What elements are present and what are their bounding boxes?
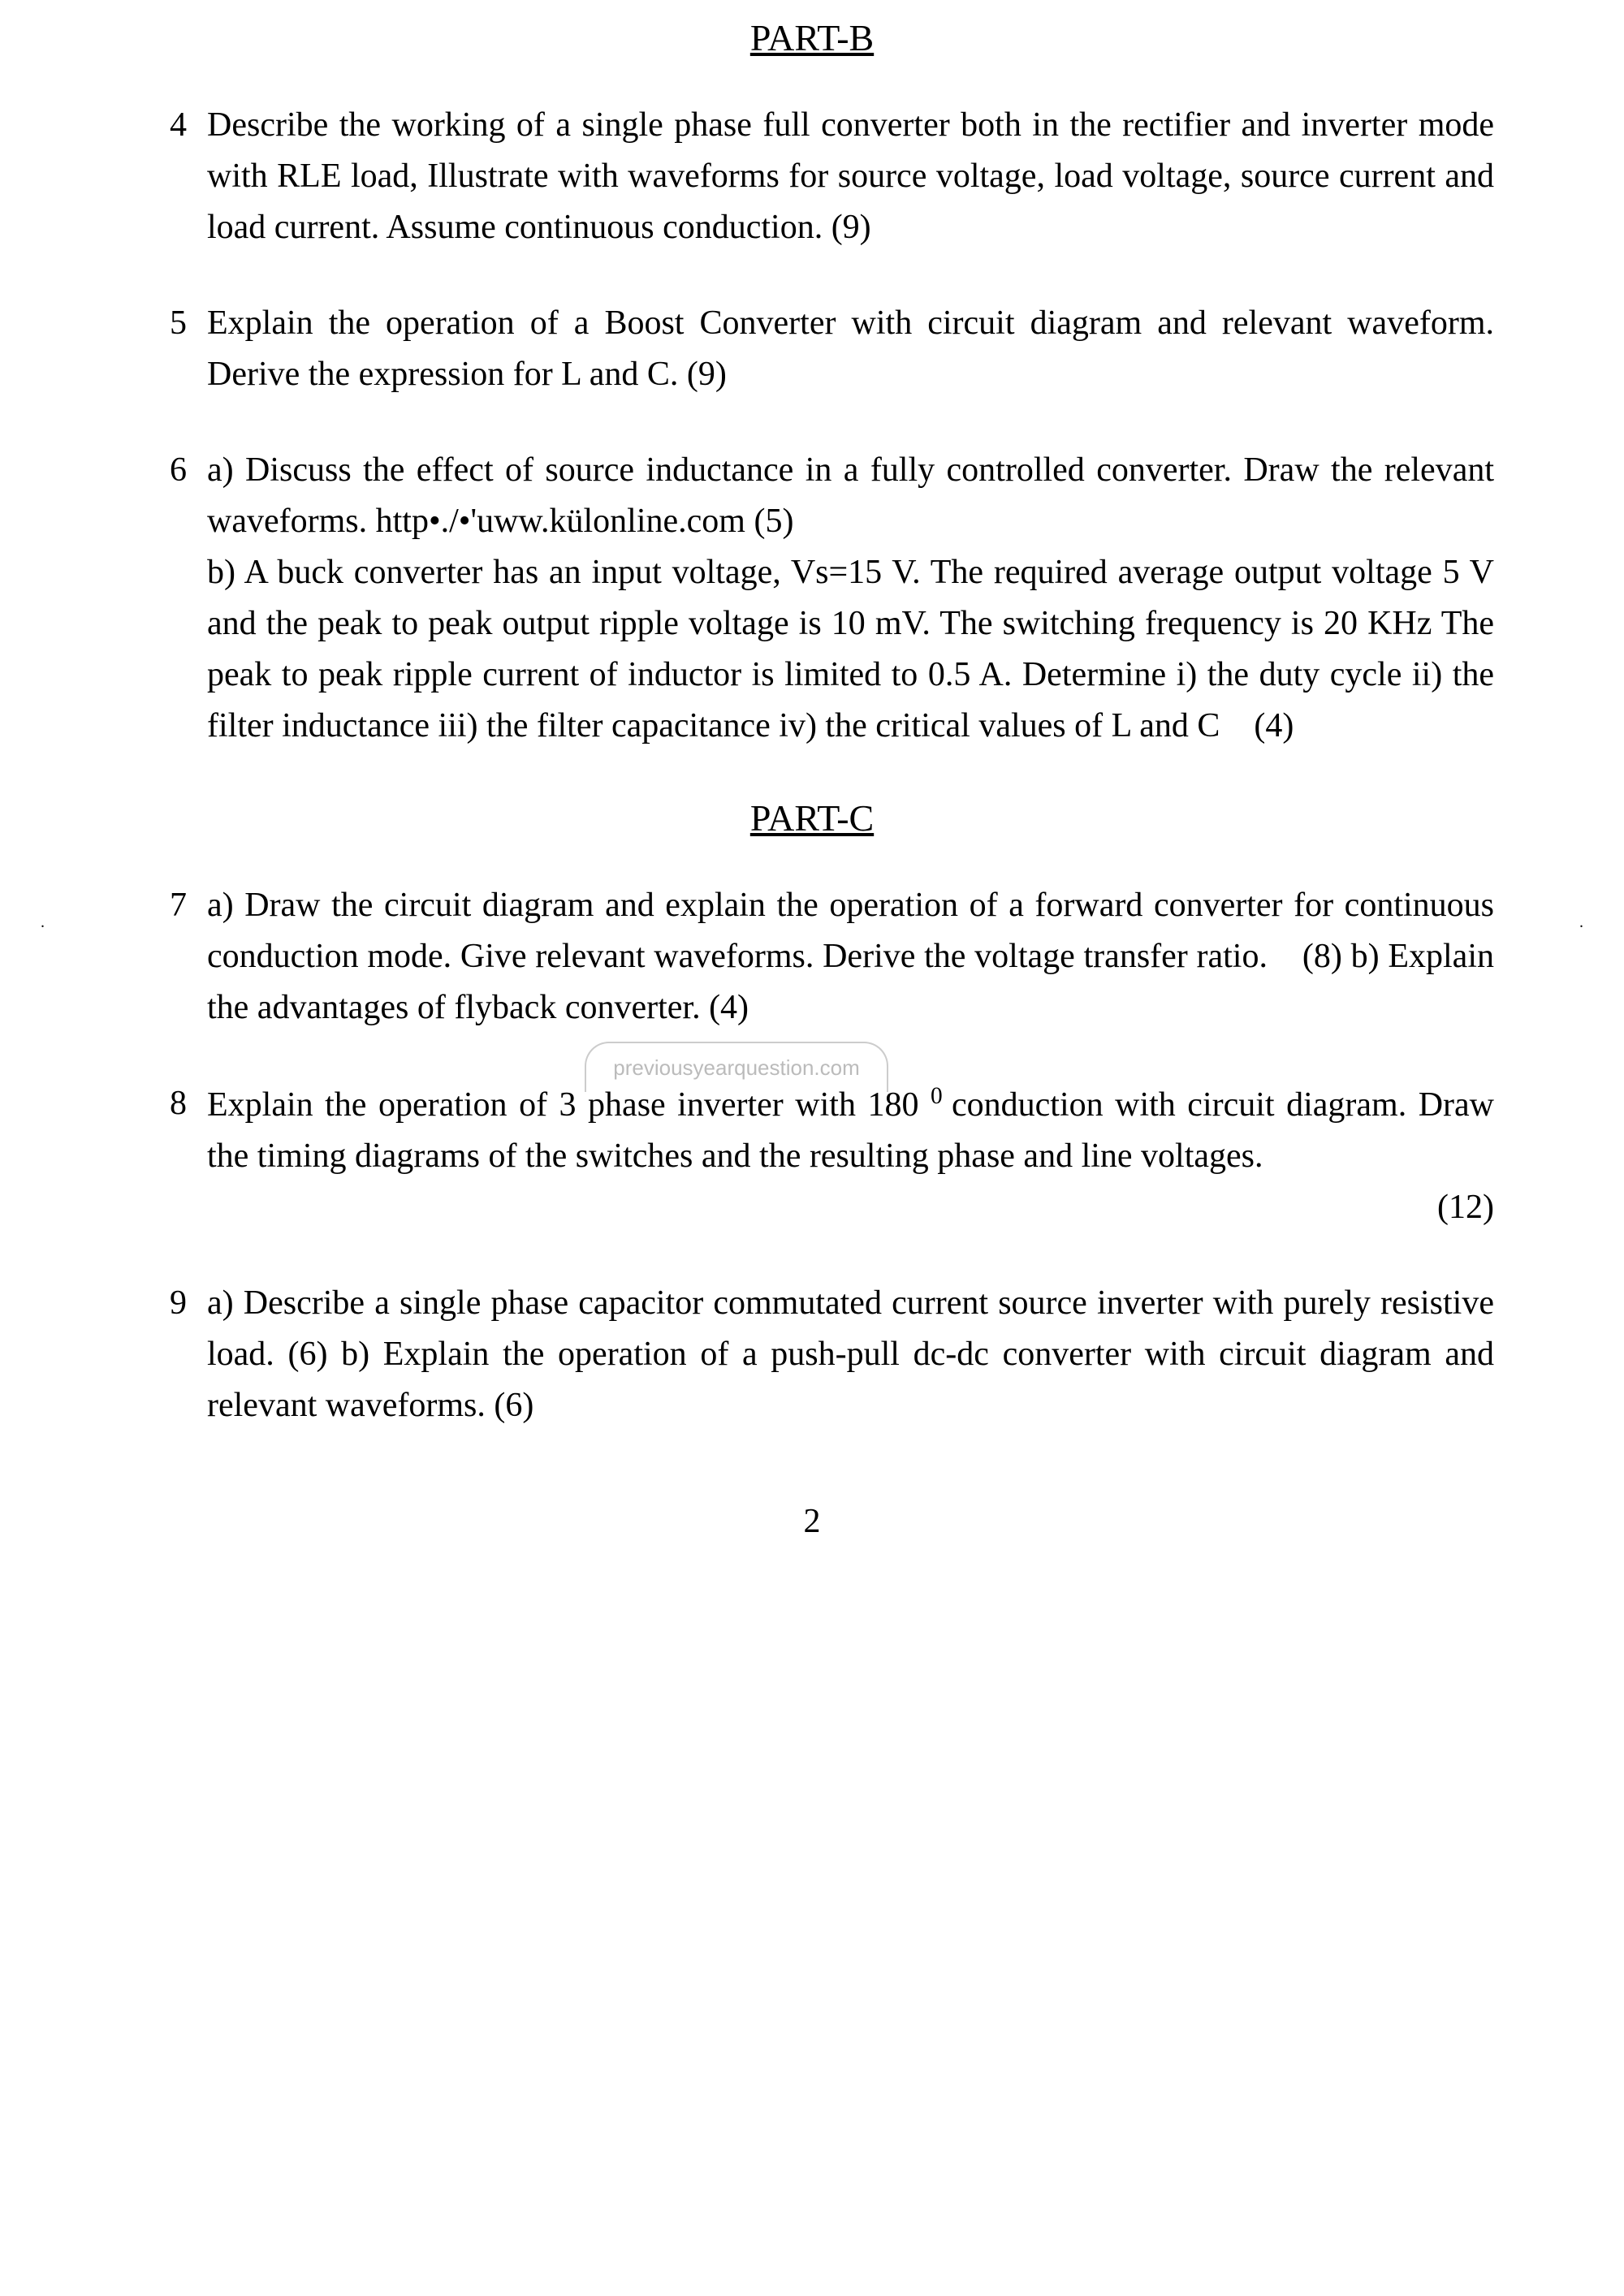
question-number: 8 (130, 1078, 207, 1233)
question-6: 6 a) Discuss the effect of source induct… (130, 445, 1494, 752)
question-4: 4 Describe the working of a single phase… (130, 100, 1494, 253)
document-page: . . PART-B 4 Describe the working of a s… (0, 0, 1624, 2296)
question-number: 4 (130, 100, 207, 253)
part-c-heading: PART-C (130, 796, 1494, 839)
question-7: 7 a) Draw the circuit diagram and explai… (130, 880, 1494, 1034)
question-body: a) Discuss the effect of source inductan… (207, 445, 1494, 752)
question-5: 5 Explain the operation of a Boost Conve… (130, 298, 1494, 400)
question-8: 8 Explain the operation of 3 phase inver… (130, 1078, 1494, 1233)
margin-mark-left: . (41, 913, 45, 932)
question-body: a) Draw the circuit diagram and explain … (207, 880, 1494, 1034)
question-body: Explain the operation of 3 phase inverte… (207, 1078, 1494, 1233)
degree-superscript: 0 (931, 1083, 952, 1109)
question-number: 9 (130, 1278, 207, 1431)
question-number: 7 (130, 880, 207, 1034)
part-b-heading: PART-B (130, 16, 1494, 59)
question-body: Explain the operation of a Boost Convert… (207, 298, 1494, 400)
question-8-marks: (12) (207, 1182, 1494, 1233)
question-body: a) Describe a single phase capacitor com… (207, 1278, 1494, 1431)
page-number: 2 (0, 1502, 1624, 1541)
question-number: 6 (130, 445, 207, 752)
margin-mark-right: . (1579, 913, 1583, 932)
question-6b-text: b) A buck converter has an input voltage… (207, 554, 1494, 744)
question-body: Describe the working of a single phase f… (207, 100, 1494, 253)
question-8-text-pre: Explain the operation of 3 phase inverte… (207, 1086, 931, 1124)
question-9: 9 a) Describe a single phase capacitor c… (130, 1278, 1494, 1431)
question-6a-text: a) Discuss the effect of source inductan… (207, 451, 1494, 540)
question-number: 5 (130, 298, 207, 400)
